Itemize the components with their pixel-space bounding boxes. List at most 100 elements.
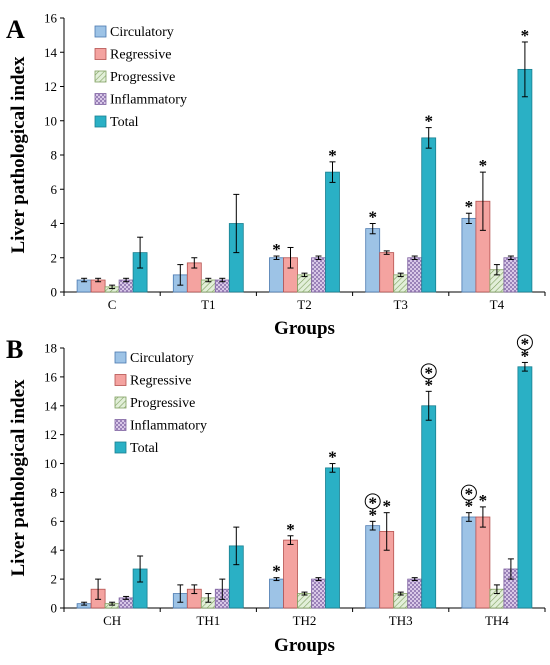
- bar-circulatory-t3: [365, 228, 381, 293]
- significance-star-circled: *: [521, 334, 530, 353]
- y-tick-label: 16: [44, 11, 58, 26]
- legend-swatch-progressive: [114, 396, 127, 409]
- y-axis-label: Liver pathological index: [8, 56, 29, 254]
- significance-star-circled: *: [465, 485, 474, 504]
- y-tick-label: 14: [44, 45, 58, 60]
- significance-circle: [460, 484, 477, 501]
- y-tick-label: 14: [44, 398, 58, 413]
- significance-star: *: [521, 346, 530, 365]
- legend-label-inflammatory: Inflammatory: [110, 93, 187, 108]
- bar-circulatory-t4: [461, 217, 477, 293]
- legend-label-regressive: Regressive: [110, 48, 171, 63]
- bar-circulatory-t2: [269, 257, 284, 293]
- bar-progressive-th2: [297, 593, 312, 609]
- bar-circulatory-th3: [365, 525, 381, 609]
- y-tick-label: 16: [44, 369, 58, 384]
- legend-swatch-circulatory: [114, 351, 127, 364]
- legend-swatch-regressive: [94, 48, 107, 60]
- bar-total-t3: [421, 137, 437, 293]
- legend-label-regressive: Regressive: [130, 374, 191, 389]
- bar-inflammatory-th2: [311, 578, 326, 609]
- bar-regressive-t3: [379, 252, 395, 293]
- legend-swatch-progressive: [94, 70, 107, 83]
- y-tick-label: 18: [44, 341, 57, 356]
- legend-label-circulatory: Circulatory: [130, 351, 194, 366]
- y-tick-label: 2: [51, 250, 58, 265]
- significance-star-circled: *: [424, 363, 433, 382]
- significance-star: *: [521, 26, 530, 45]
- significance-star: *: [328, 448, 337, 467]
- legend-swatch-total: [114, 441, 127, 454]
- y-tick-label: 2: [51, 572, 58, 587]
- y-tick-label: 6: [51, 514, 58, 529]
- legend-label-progressive: Progressive: [130, 396, 195, 411]
- significance-star: *: [479, 491, 488, 510]
- y-tick-label: 4: [51, 216, 58, 231]
- bar-inflammatory-t4: [503, 257, 519, 293]
- panel-letter: A: [6, 15, 25, 44]
- bar-total-th3: [421, 405, 437, 609]
- x-tick-label: CH: [103, 613, 121, 628]
- legend: Circulatory Regressive Progressive Inflamma…: [94, 25, 187, 130]
- bar-total-t2: [325, 171, 340, 293]
- legend-swatch-circulatory: [94, 25, 107, 38]
- bar-total-th2: [325, 467, 340, 609]
- x-tick-label: TH4: [485, 613, 509, 628]
- legend-swatch-inflammatory: [114, 419, 127, 431]
- x-axis-label: Groups: [274, 635, 335, 656]
- bar-regressive-th2: [283, 539, 298, 609]
- x-tick-label: T4: [490, 297, 505, 312]
- bar-progressive-th3: [393, 593, 409, 609]
- legend-swatch-total: [94, 115, 107, 128]
- significance-circle: [516, 334, 533, 351]
- significance-star: *: [368, 505, 377, 524]
- significance-star: *: [424, 375, 433, 394]
- legend-swatch-regressive: [114, 374, 127, 386]
- significance-star: *: [465, 197, 474, 216]
- y-tick-label: 12: [44, 427, 57, 442]
- bar-regressive-th4: [475, 516, 491, 609]
- significance-star: *: [479, 156, 488, 175]
- bar-total-t4: [517, 68, 533, 293]
- significance-star: *: [424, 112, 433, 131]
- bar-total-th4: [517, 366, 533, 609]
- bar-inflammatory-t2: [311, 257, 326, 293]
- legend-swatch-inflammatory: [94, 93, 107, 105]
- bar-inflammatory-t3: [407, 257, 423, 293]
- significance-star: *: [328, 146, 337, 165]
- legend-label-total: Total: [110, 115, 139, 130]
- x-tick-label: TH1: [196, 613, 220, 628]
- legend: Circulatory Regressive Progressive Inflamma…: [114, 351, 207, 456]
- x-tick-label: C: [108, 297, 117, 312]
- significance-star: *: [382, 497, 391, 516]
- y-tick-label: 6: [51, 182, 58, 197]
- panel-letter: B: [6, 335, 23, 364]
- legend-label-progressive: Progressive: [110, 70, 175, 85]
- x-tick-label: T1: [201, 297, 215, 312]
- y-tick-label: 10: [44, 456, 57, 471]
- x-tick-label: T2: [297, 297, 311, 312]
- y-tick-label: 10: [44, 113, 57, 128]
- y-tick-label: 4: [51, 543, 58, 558]
- significance-star-circled: *: [368, 493, 377, 512]
- chart-panel-a: 0 2 4 6 8 10 12 14 16 C T1 * * T2 * * T3 * * * T4 Liver patho…: [6, 11, 546, 339]
- significance-star: *: [368, 208, 377, 227]
- y-axis-label: Liver pathological index: [8, 379, 29, 577]
- x-tick-label: TH3: [389, 613, 413, 628]
- x-tick-label: TH2: [293, 613, 317, 628]
- bar-inflammatory-th3: [407, 578, 423, 609]
- y-tick-label: 0: [51, 601, 58, 616]
- legend-label-total: Total: [130, 441, 159, 456]
- bar-progressive-t3: [393, 274, 409, 293]
- bar-circulatory-th4: [461, 516, 477, 609]
- x-axis-label: Groups: [274, 318, 335, 339]
- y-tick-label: 0: [51, 285, 58, 300]
- significance-star: *: [465, 497, 474, 516]
- significance-circle: [364, 493, 381, 510]
- x-tick-label: T3: [393, 297, 407, 312]
- legend-label-circulatory: Circulatory: [110, 25, 174, 40]
- y-tick-label: 8: [51, 148, 58, 163]
- y-tick-label: 8: [51, 485, 58, 500]
